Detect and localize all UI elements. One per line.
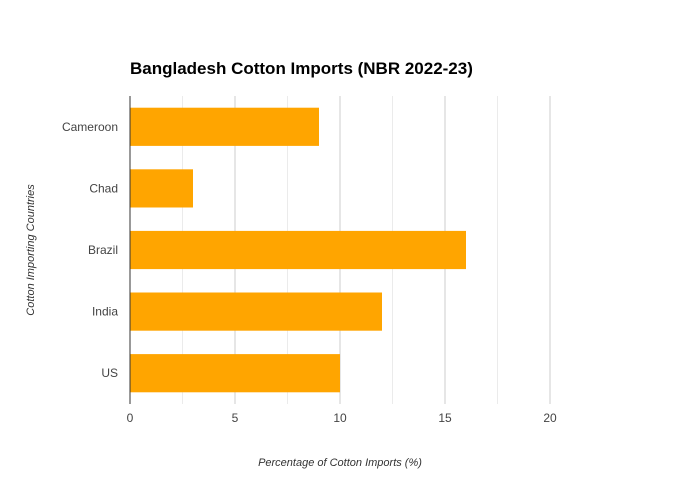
x-tick-label: 5 [232,411,239,425]
y-tick-label: Brazil [88,243,118,257]
y-tick-labels: Cameroon Chad Brazil India US [62,120,118,380]
y-tick-label: Chad [89,181,118,195]
x-tick-label: 10 [333,411,347,425]
x-axis-label: Percentage of Cotton Imports (%) [258,457,422,469]
bar-brazil [130,230,466,270]
y-tick-label: India [92,305,118,319]
x-tick-label: 0 [127,411,134,425]
y-axis-label: Cotton Importing Countries [25,184,37,316]
bar-india [130,292,382,331]
bar-us [130,354,340,393]
bars [130,107,466,393]
chart-title: Bangladesh Cotton Imports (NBR 2022-23) [130,59,473,78]
bar-chad [130,169,193,208]
y-tick-label: US [101,366,118,380]
y-tick-label: Cameroon [62,120,118,134]
x-tick-label: 15 [438,411,452,425]
x-tick-labels: 0 5 10 15 20 [127,411,557,425]
bar-cameroon [130,107,319,146]
x-tick-label: 20 [543,411,557,425]
